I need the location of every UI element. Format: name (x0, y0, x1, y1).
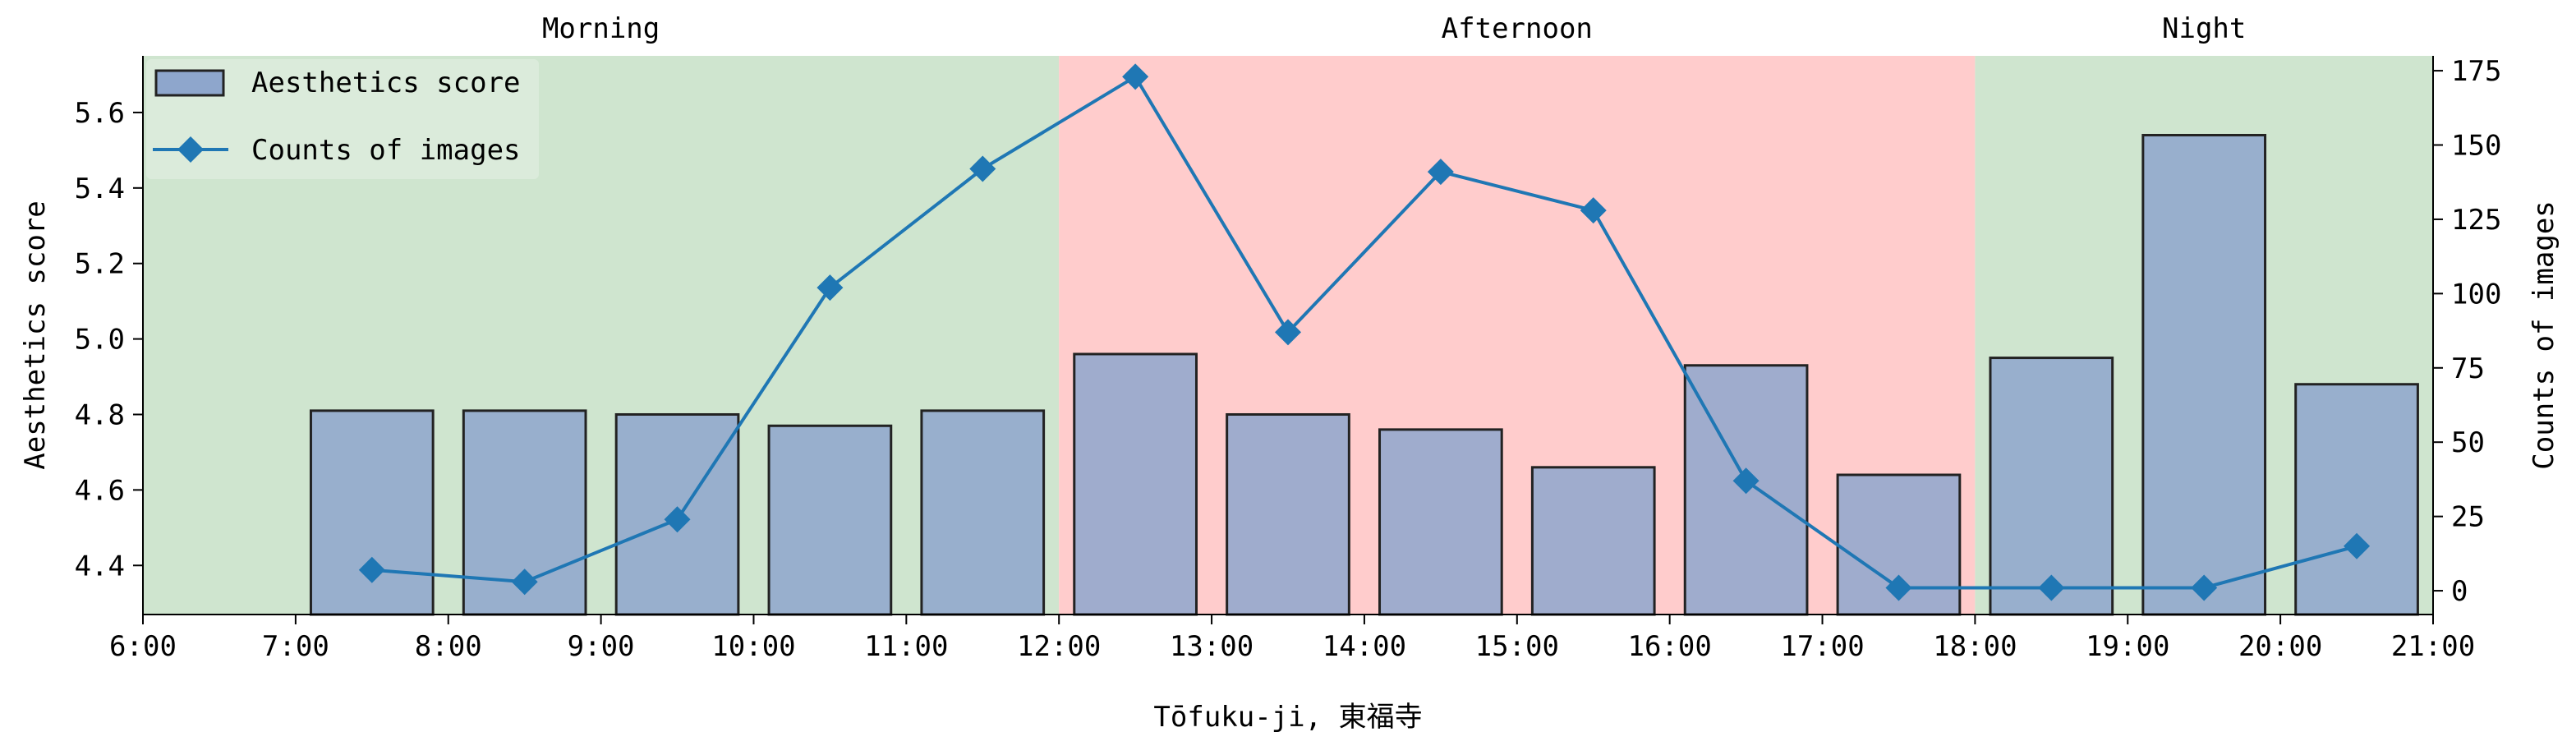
bar (1378, 428, 1503, 616)
left-y-tick-label: 4.4 (75, 550, 125, 582)
legend-bar-swatch (154, 69, 225, 97)
data-point (2344, 532, 2371, 559)
bar (2141, 133, 2267, 616)
x-tick-label: 15:00 (1475, 630, 1559, 663)
series-line (371, 74, 2358, 590)
left-y-axis-title: Aesthetics score (19, 200, 52, 470)
x-tick-label: 9:00 (568, 630, 635, 663)
left-y-tick-label: 5.2 (75, 248, 125, 281)
x-tick-label: 19:00 (2086, 630, 2169, 663)
data-point (511, 569, 538, 596)
data-point (664, 506, 691, 533)
data-point (1122, 63, 1149, 90)
bar-series (309, 133, 2419, 616)
data-point (358, 556, 385, 583)
data-point (2191, 574, 2218, 601)
axes: 6:00 7:00 8:00 9:00 10:00 11:00 12:00 13:00 14:0… (19, 55, 2560, 734)
x-tick-label: 20:00 (2238, 630, 2322, 663)
right-y-tick-label: 125 (2451, 204, 2501, 237)
x-tick-label: 11:00 (864, 630, 948, 663)
bar (1073, 352, 1198, 616)
bar (920, 409, 1046, 616)
x-tick-label: 12:00 (1017, 630, 1101, 663)
bar (767, 424, 893, 616)
data-point (1580, 197, 1607, 224)
x-tick-label: 14:00 (1322, 630, 1406, 663)
x-tick-label: 16:00 (1627, 630, 1711, 663)
left-y-tick-label: 4.8 (75, 398, 125, 431)
bar (1530, 466, 1656, 616)
right-y-tick-label: 75 (2451, 352, 2485, 385)
legend-box (146, 59, 539, 179)
right-y-tick-label: 100 (2451, 278, 2501, 311)
right-y-tick-label: 150 (2451, 130, 2501, 163)
period-label: Afternoon (1442, 12, 1593, 45)
period-band (1059, 56, 1976, 615)
line-series (358, 63, 2371, 601)
x-tick-label: 7:00 (262, 630, 329, 663)
left-y-tick-label: 5.6 (75, 97, 125, 130)
right-y-tick-label: 0 (2451, 575, 2468, 608)
x-tick-label: 21:00 (2391, 630, 2475, 663)
bar (2294, 383, 2419, 616)
legend-marker (177, 136, 204, 163)
x-tick-label: 13:00 (1170, 630, 1254, 663)
left-y-tick-label: 5.4 (75, 173, 125, 205)
legend: Aesthetics score Counts of images (146, 59, 539, 179)
period-band (143, 56, 1060, 615)
period-label: Morning (542, 12, 660, 45)
legend-label-bars: Aesthetics score (251, 67, 521, 99)
data-point (969, 155, 996, 182)
x-tick-label: 10:00 (711, 630, 795, 663)
left-y-tick-label: 5.0 (75, 324, 125, 357)
right-y-tick-label: 175 (2451, 55, 2501, 88)
data-point (1275, 319, 1301, 346)
x-tick-label: 18:00 (1933, 630, 2017, 663)
x-tick-label: 17:00 (1780, 630, 1864, 663)
period-label: Night (2162, 12, 2246, 45)
bar (1226, 412, 1350, 616)
left-y-tick-label: 4.6 (75, 474, 125, 507)
x-tick-label: 6:00 (109, 630, 177, 663)
data-point (2038, 574, 2065, 601)
data-point (1732, 467, 1760, 495)
bar (309, 409, 435, 616)
data-point (1427, 159, 1454, 186)
right-y-tick-label: 50 (2451, 426, 2485, 459)
right-y-axis-title: Counts of images (2528, 200, 2560, 470)
x-axis-title: Tōfuku-ji, 東福寺 (1153, 701, 1422, 734)
x-tick-label: 8:00 (415, 630, 482, 663)
data-point (1885, 574, 1912, 601)
data-point (816, 274, 844, 302)
bar (1989, 357, 2114, 616)
legend-label-line: Counts of images (251, 134, 521, 167)
right-y-tick-label: 25 (2451, 501, 2485, 534)
